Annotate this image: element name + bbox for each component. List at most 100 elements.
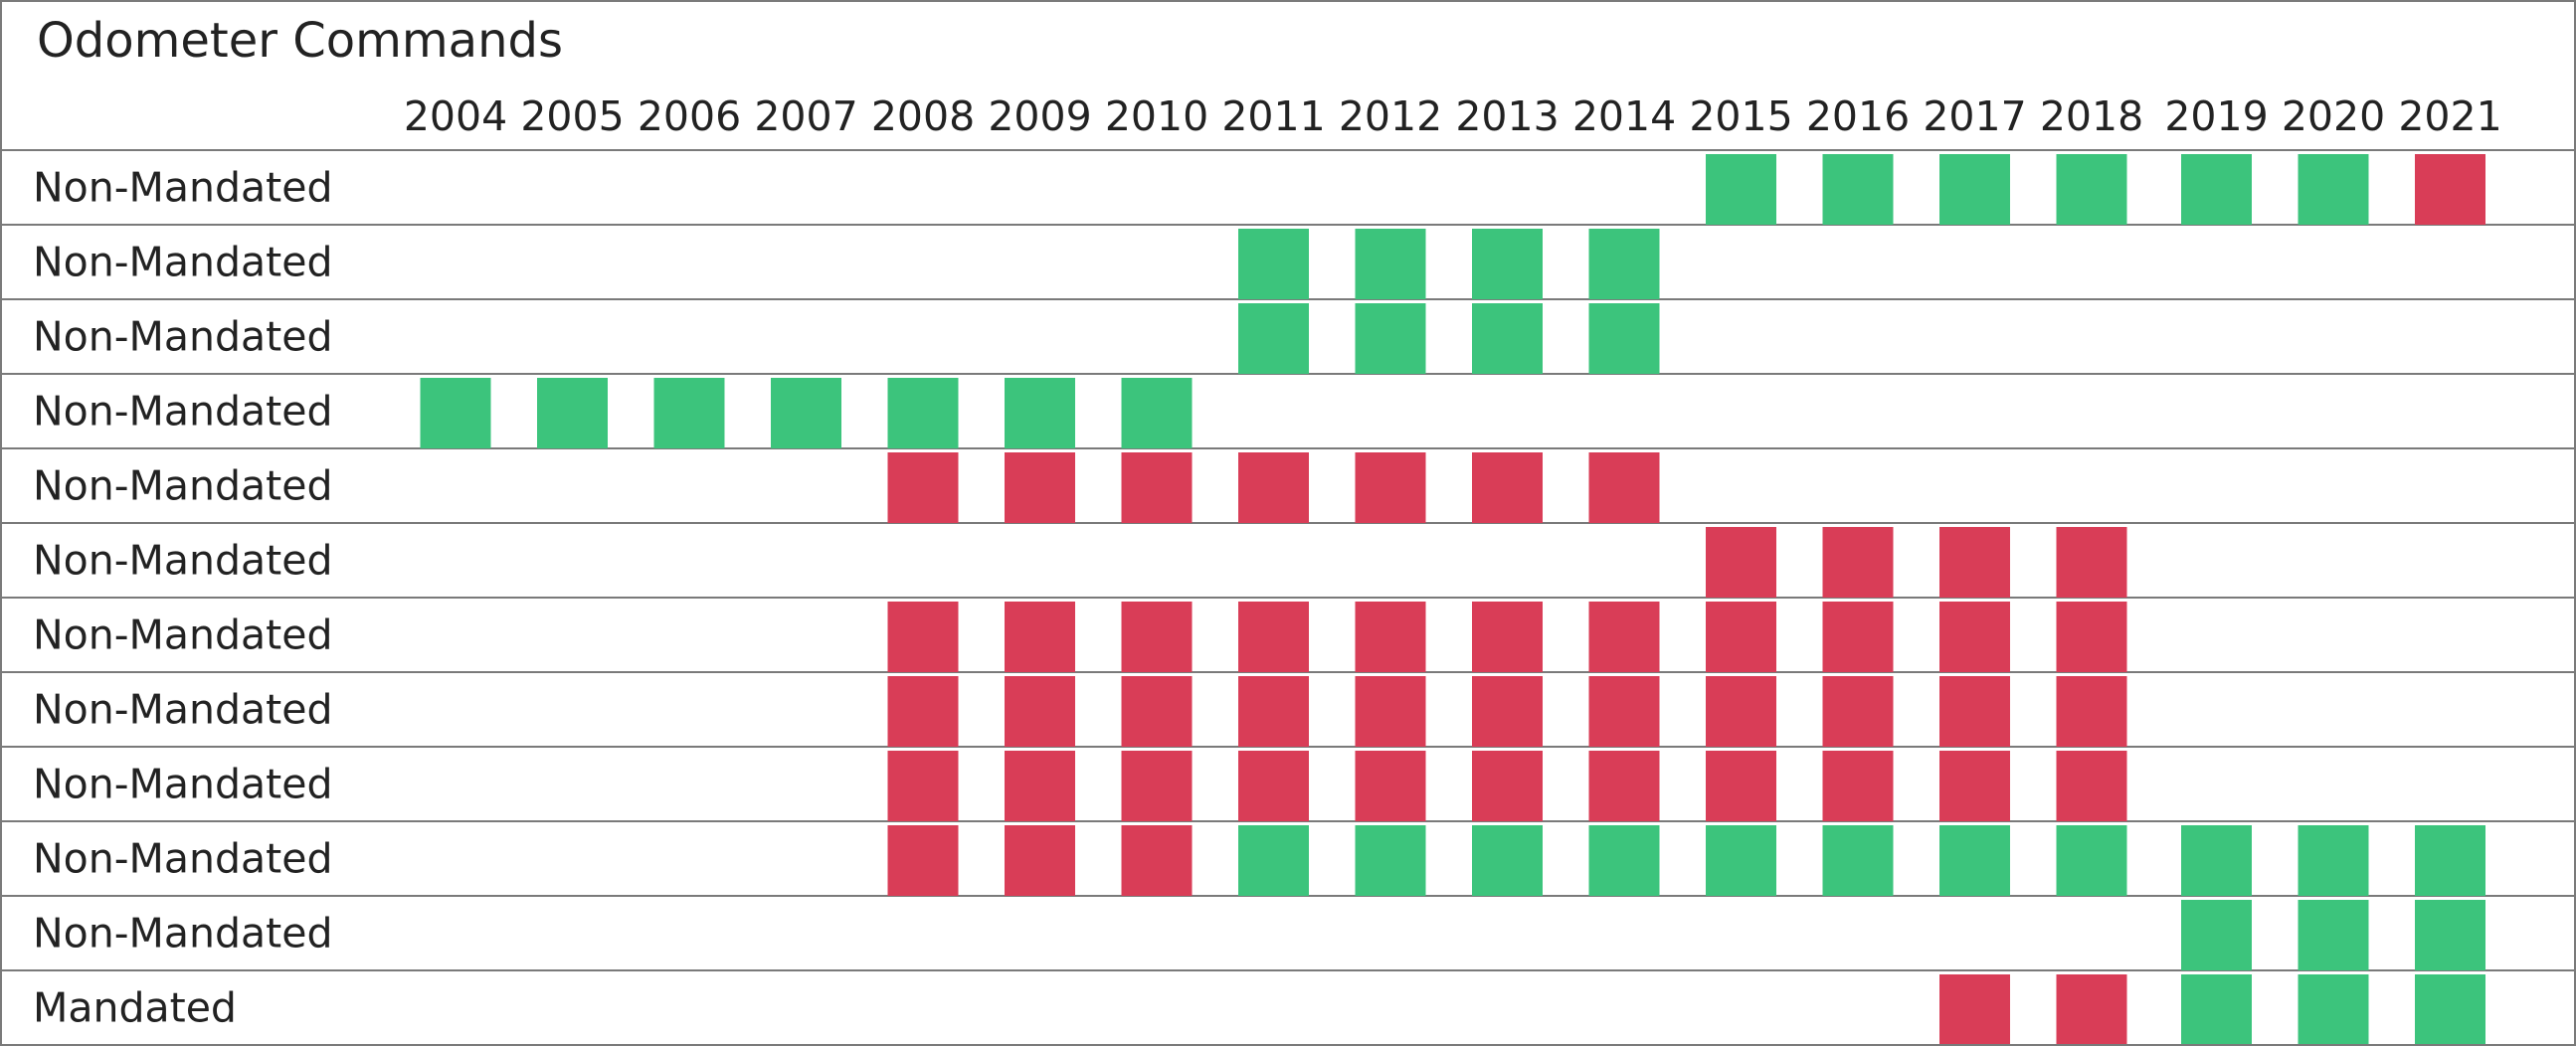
year-label: 2005 [520,92,624,140]
green-cell [1005,378,1075,448]
green-cell [1355,303,1426,374]
year-label: 2011 [1221,92,1325,140]
green-cell [2298,974,2369,1045]
red-cell [1355,452,1426,523]
row-label: Non-Mandated [33,761,333,808]
green-cell [1822,154,1894,225]
red-cell [1472,602,1543,672]
row-label: Non-Mandated [33,313,333,361]
red-cell [2056,602,2127,672]
green-cell [2415,900,2485,970]
green-cell [1822,825,1894,896]
red-cell [1706,676,1776,747]
year-label: 2014 [1572,92,1676,140]
green-cell [1238,303,1309,374]
red-cell [1472,452,1543,523]
green-cell [1238,825,1309,896]
red-cell [1588,452,1660,523]
red-cell [2056,751,2127,821]
red-cell [1939,527,2010,598]
red-cell [1588,676,1660,747]
row-label: Non-Mandated [33,835,333,883]
red-cell [887,751,959,821]
red-cell [1121,751,1193,821]
red-cell [1005,751,1075,821]
red-cell [887,676,959,747]
green-cell [1238,229,1309,299]
red-cell [1005,676,1075,747]
green-cell [653,378,725,448]
year-label: 2018 [2040,92,2143,140]
red-cell [1588,751,1660,821]
green-cell [2298,154,2369,225]
red-cell [1472,751,1543,821]
row-label: Non-Mandated [33,611,333,659]
green-cell [1472,229,1543,299]
year-label: 2012 [1339,92,1442,140]
red-cell [1472,676,1543,747]
green-cell [420,378,491,448]
green-cell [1939,154,2010,225]
red-cell [2056,527,2127,598]
row-label: Non-Mandated [33,462,333,510]
red-cell [1822,527,1894,598]
red-cell [1005,825,1075,896]
year-label: 2016 [1806,92,1910,140]
year-label: 2009 [988,92,1091,140]
green-cell [537,378,608,448]
red-cell [1706,602,1776,672]
year-labels: 2004 2005 2006 2007 2008 2009 2010 2011 2012 2013… [404,92,2502,140]
red-cell [1355,676,1426,747]
red-cell [1238,452,1309,523]
row-label: Non-Mandated [33,686,333,734]
green-cell [1472,303,1543,374]
red-cell [1121,825,1193,896]
year-label: 2017 [1923,92,2026,140]
year-label: 2007 [754,92,857,140]
year-label: 2015 [1689,92,1792,140]
cells [420,154,2485,1045]
year-label: 2020 [2282,92,2385,140]
green-cell [1939,825,2010,896]
red-cell [1706,527,1776,598]
green-cell [1355,229,1426,299]
red-cell [1939,751,2010,821]
red-cell [1238,676,1309,747]
red-cell [1005,602,1075,672]
row-label: Mandated [33,984,237,1032]
year-label: 2019 [2164,92,2268,140]
red-cell [1121,676,1193,747]
red-cell [2056,974,2127,1045]
green-cell [2181,974,2252,1045]
red-cell [1588,602,1660,672]
row-label: Non-Mandated [33,164,333,212]
red-cell [1238,751,1309,821]
green-cell [887,378,959,448]
green-cell [1706,825,1776,896]
green-cell [1588,229,1660,299]
red-cell [1822,602,1894,672]
green-cell [1355,825,1426,896]
red-cell [1121,602,1193,672]
red-cell [1939,676,2010,747]
green-cell [2056,825,2127,896]
green-cell [2056,154,2127,225]
red-cell [887,825,959,896]
red-cell [1355,751,1426,821]
row-label: Non-Mandated [33,910,333,958]
year-label: 2021 [2398,92,2501,140]
row-label: Non-Mandated [33,388,333,436]
year-label: 2006 [638,92,741,140]
red-cell [1822,751,1894,821]
green-cell [771,378,841,448]
year-label: 2013 [1455,92,1559,140]
green-cell [2298,825,2369,896]
green-cell [1472,825,1543,896]
red-cell [1706,751,1776,821]
red-cell [1355,602,1426,672]
red-cell [2056,676,2127,747]
green-cell [1121,378,1193,448]
year-label: 2008 [871,92,975,140]
